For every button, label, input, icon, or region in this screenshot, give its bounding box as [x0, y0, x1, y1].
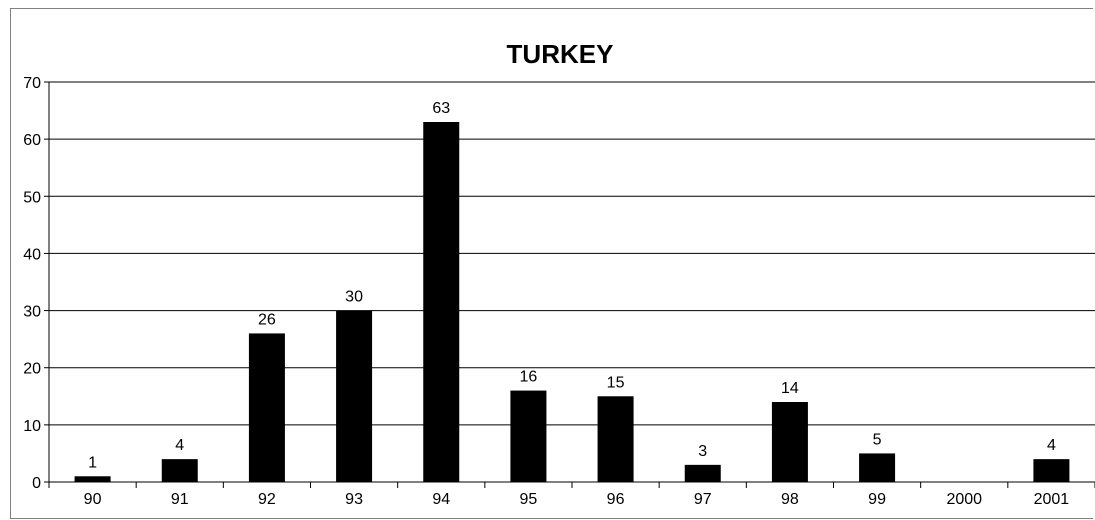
x-tick-label-94: 94 [432, 491, 450, 508]
bar-91 [161, 459, 198, 482]
x-tick-label-2000: 2000 [946, 491, 982, 508]
data-label-2001: 4 [1047, 437, 1056, 454]
data-label-91: 4 [175, 437, 184, 454]
bar-97 [684, 464, 721, 482]
data-label-92: 26 [258, 311, 276, 328]
x-tick-label-98: 98 [781, 491, 799, 508]
data-label-96: 15 [607, 374, 625, 391]
bar-93 [336, 310, 373, 482]
x-tick-label-95: 95 [520, 491, 538, 508]
bar-98 [771, 402, 808, 482]
bar-2001 [1033, 459, 1070, 482]
x-tick-label-99: 99 [868, 491, 886, 508]
x-tick-label-92: 92 [258, 491, 276, 508]
x-tick-label-91: 91 [171, 491, 189, 508]
y-tick-label: 0 [32, 475, 41, 492]
bar-90 [74, 476, 111, 482]
data-label-94: 63 [432, 100, 450, 117]
data-label-95: 16 [520, 369, 538, 386]
data-label-98: 14 [781, 380, 799, 397]
x-tick-label-90: 90 [84, 491, 102, 508]
bar-92 [248, 333, 285, 482]
y-tick-label: 60 [23, 132, 41, 149]
data-label-99: 5 [873, 431, 882, 448]
x-tick-label-97: 97 [694, 491, 712, 508]
data-label-93: 30 [345, 289, 363, 306]
bar-95 [510, 390, 547, 482]
x-tick-label-96: 96 [607, 491, 625, 508]
y-tick-label: 10 [23, 418, 41, 435]
gridlines [49, 81, 1095, 426]
y-tick-label: 70 [23, 75, 41, 92]
x-tick-label-2001: 2001 [1034, 491, 1070, 508]
bar-96 [597, 396, 634, 482]
y-tick-label: 50 [23, 189, 41, 206]
y-tick-label: 30 [23, 304, 41, 321]
y-axis-ticks: 0 10 20 30 40 50 60 70 [23, 75, 49, 492]
bars [74, 122, 1070, 482]
data-label-97: 3 [698, 443, 707, 460]
chart-frame [10, 8, 1093, 519]
bar-94 [423, 122, 460, 482]
y-tick-label: 40 [23, 246, 41, 263]
data-label-90: 1 [88, 454, 97, 471]
bar-99 [859, 453, 896, 482]
chart-title: TURKEY [507, 39, 614, 69]
x-axis-ticks: 90 91 92 93 94 95 96 97 98 99 2000 2001 [48, 482, 1095, 508]
x-tick-label-93: 93 [345, 491, 363, 508]
axes [48, 82, 1095, 483]
y-tick-label: 20 [23, 361, 41, 378]
